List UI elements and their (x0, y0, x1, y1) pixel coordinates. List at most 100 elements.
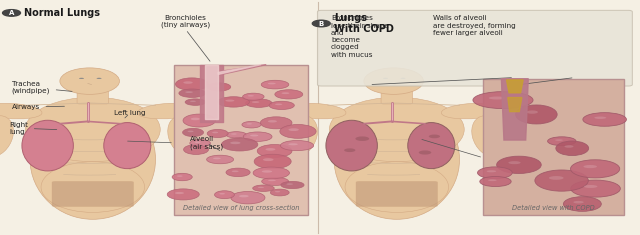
Ellipse shape (239, 195, 249, 197)
FancyBboxPatch shape (483, 79, 624, 215)
Ellipse shape (79, 78, 84, 79)
Ellipse shape (261, 80, 289, 89)
Ellipse shape (595, 117, 606, 119)
Ellipse shape (168, 116, 204, 157)
Ellipse shape (275, 104, 282, 105)
Ellipse shape (257, 145, 292, 157)
Ellipse shape (548, 137, 576, 145)
Ellipse shape (26, 97, 160, 162)
Ellipse shape (489, 97, 505, 99)
Ellipse shape (280, 141, 314, 151)
Ellipse shape (549, 176, 564, 180)
Text: Detailed view with COPD: Detailed view with COPD (512, 205, 595, 211)
Ellipse shape (486, 170, 496, 172)
FancyBboxPatch shape (174, 65, 308, 215)
Ellipse shape (282, 92, 289, 94)
Ellipse shape (555, 139, 563, 141)
Ellipse shape (175, 192, 184, 194)
Ellipse shape (564, 145, 573, 148)
Ellipse shape (573, 201, 584, 204)
Ellipse shape (480, 176, 511, 187)
Ellipse shape (508, 161, 520, 164)
Ellipse shape (268, 83, 276, 84)
Ellipse shape (189, 147, 196, 149)
FancyBboxPatch shape (77, 86, 109, 104)
Ellipse shape (326, 120, 378, 171)
Ellipse shape (262, 170, 272, 173)
Ellipse shape (213, 85, 220, 87)
FancyBboxPatch shape (381, 86, 413, 104)
Ellipse shape (355, 136, 369, 141)
Text: Bronchioles
lose their shape
and
become
clogged
with mucus: Bronchioles lose their shape and become … (331, 15, 388, 58)
Ellipse shape (334, 100, 460, 219)
Ellipse shape (269, 101, 294, 110)
Text: Airways: Airways (12, 104, 65, 110)
Ellipse shape (563, 197, 602, 211)
Ellipse shape (262, 177, 289, 185)
Ellipse shape (535, 170, 588, 191)
Ellipse shape (177, 175, 182, 177)
Ellipse shape (286, 183, 293, 185)
Ellipse shape (477, 167, 512, 179)
Ellipse shape (253, 185, 274, 192)
Text: B: B (319, 20, 324, 27)
Polygon shape (218, 65, 266, 75)
Polygon shape (501, 79, 528, 140)
Ellipse shape (183, 81, 193, 84)
FancyBboxPatch shape (52, 181, 134, 207)
Ellipse shape (104, 123, 151, 169)
Ellipse shape (172, 173, 192, 181)
Ellipse shape (207, 83, 230, 91)
Ellipse shape (243, 132, 272, 141)
Ellipse shape (225, 100, 234, 102)
Polygon shape (218, 65, 261, 74)
Ellipse shape (263, 158, 273, 161)
Ellipse shape (281, 181, 304, 189)
Text: Walls of alveoli
are destroyed, forming
fewer larger alveoli: Walls of alveoli are destroyed, forming … (433, 15, 516, 36)
Ellipse shape (212, 132, 218, 133)
Ellipse shape (183, 114, 216, 127)
Ellipse shape (190, 139, 211, 147)
Ellipse shape (191, 118, 200, 120)
Ellipse shape (556, 141, 589, 156)
Ellipse shape (243, 93, 264, 100)
Ellipse shape (60, 68, 120, 94)
Polygon shape (508, 98, 522, 112)
Text: Trachea
(windpipe): Trachea (windpipe) (12, 81, 72, 94)
Ellipse shape (280, 125, 316, 138)
Ellipse shape (285, 103, 346, 119)
Ellipse shape (254, 154, 291, 169)
Ellipse shape (179, 89, 205, 98)
Ellipse shape (195, 141, 200, 143)
Ellipse shape (383, 78, 388, 79)
Ellipse shape (275, 191, 280, 192)
Ellipse shape (190, 101, 196, 102)
FancyBboxPatch shape (356, 181, 438, 207)
Ellipse shape (226, 132, 246, 138)
Ellipse shape (221, 138, 258, 151)
Ellipse shape (266, 148, 275, 151)
Ellipse shape (488, 179, 497, 181)
Ellipse shape (246, 99, 272, 107)
Polygon shape (506, 80, 523, 93)
Ellipse shape (207, 155, 234, 164)
Text: Lungs
With COPD: Lungs With COPD (334, 13, 394, 34)
Circle shape (312, 20, 330, 27)
Ellipse shape (185, 99, 205, 105)
Ellipse shape (344, 148, 355, 152)
Circle shape (3, 10, 20, 16)
Ellipse shape (214, 191, 234, 199)
Ellipse shape (429, 134, 440, 138)
Ellipse shape (330, 97, 464, 162)
Ellipse shape (260, 117, 292, 129)
Ellipse shape (248, 95, 254, 97)
Ellipse shape (282, 116, 317, 157)
Ellipse shape (268, 180, 276, 181)
Text: Alveoli
(air sacs): Alveoli (air sacs) (190, 136, 223, 150)
Text: Bronchioles
(tiny airways): Bronchioles (tiny airways) (161, 15, 210, 28)
Ellipse shape (275, 90, 303, 99)
Ellipse shape (231, 133, 237, 135)
Ellipse shape (220, 193, 225, 195)
Ellipse shape (364, 68, 424, 94)
Ellipse shape (253, 167, 289, 179)
